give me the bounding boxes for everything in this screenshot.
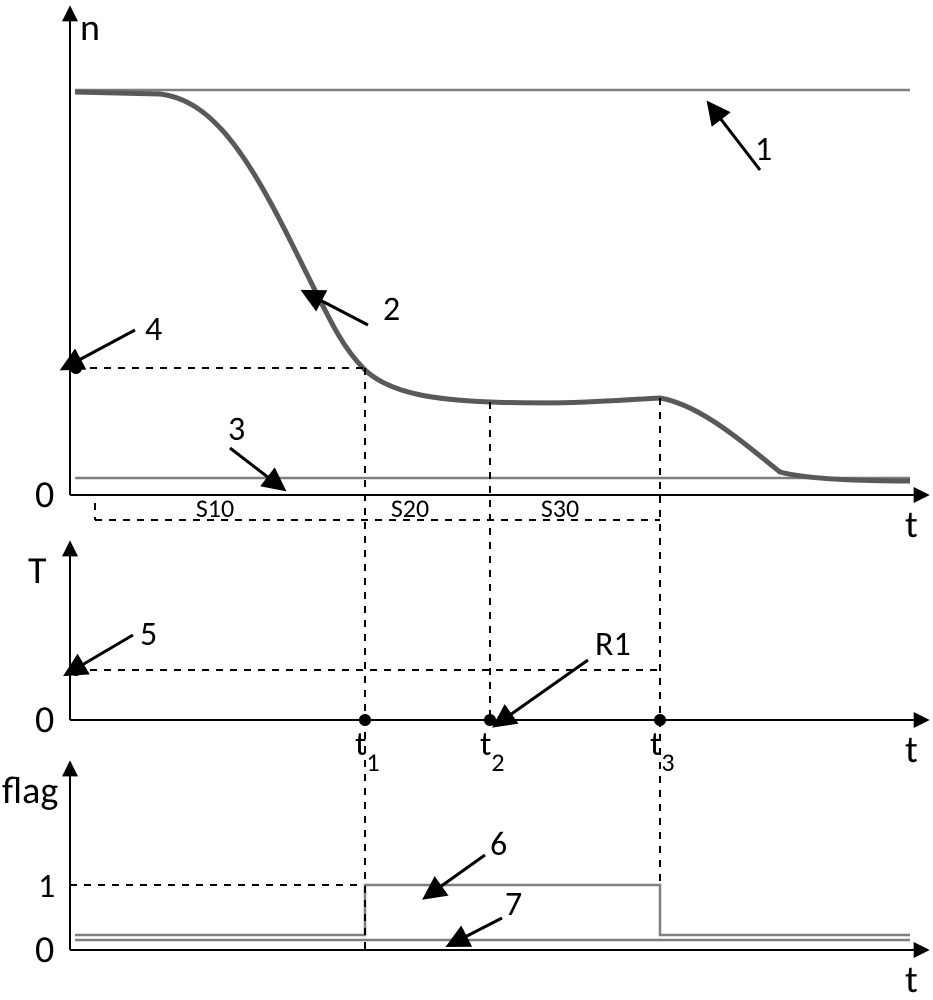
segment-s20-label: S20	[391, 492, 429, 524]
T-axis-label: T	[28, 548, 47, 594]
origin-label: 0	[35, 472, 54, 518]
origin-label: 0	[35, 927, 54, 973]
x-axis-label: t	[905, 502, 918, 548]
pointer-2-label: 2	[383, 289, 400, 330]
segment-s30-label: S30	[541, 492, 579, 524]
flag-one-label: 1	[38, 866, 55, 907]
pointer-7-label: 7	[505, 884, 522, 925]
flag-6-line	[75, 885, 910, 935]
x-axis-label: t	[905, 727, 918, 773]
pointer-5-arrow	[82, 635, 133, 665]
pointer-1-label: 1	[755, 129, 772, 170]
diagram-root: 0 t n S10 S20 S30 1 2 3 4 0 t Tt1 t2 t3 5 R1 0 t flag 1 6 7	[0, 0, 933, 1000]
t3-label: t3	[650, 724, 675, 778]
origin-label: 0	[35, 697, 54, 743]
pointer-5-label: 5	[140, 614, 157, 655]
t2-label: t2	[480, 724, 505, 778]
pointer-3-arrow	[230, 448, 269, 478]
pointer-6-arrow	[440, 855, 485, 887]
pointer-7-arrow	[465, 918, 502, 937]
t1-label: t1	[355, 724, 380, 778]
pointer-R1-arrow	[510, 660, 588, 715]
curve-2	[75, 92, 910, 481]
pointer-6-label: 6	[490, 824, 507, 865]
pointer-R1-label: R1	[595, 624, 631, 665]
segment-s10-label: S10	[196, 492, 234, 524]
flag-axis-label: flag	[2, 768, 58, 814]
pointer-1-arrow	[720, 118, 760, 170]
pointer-4-arrow	[79, 330, 135, 360]
pointer-3-label: 3	[228, 409, 245, 450]
pointer-4-label: 4	[145, 309, 162, 350]
x-axis-label: t	[905, 957, 918, 1000]
n-axis-label: n	[80, 5, 100, 51]
